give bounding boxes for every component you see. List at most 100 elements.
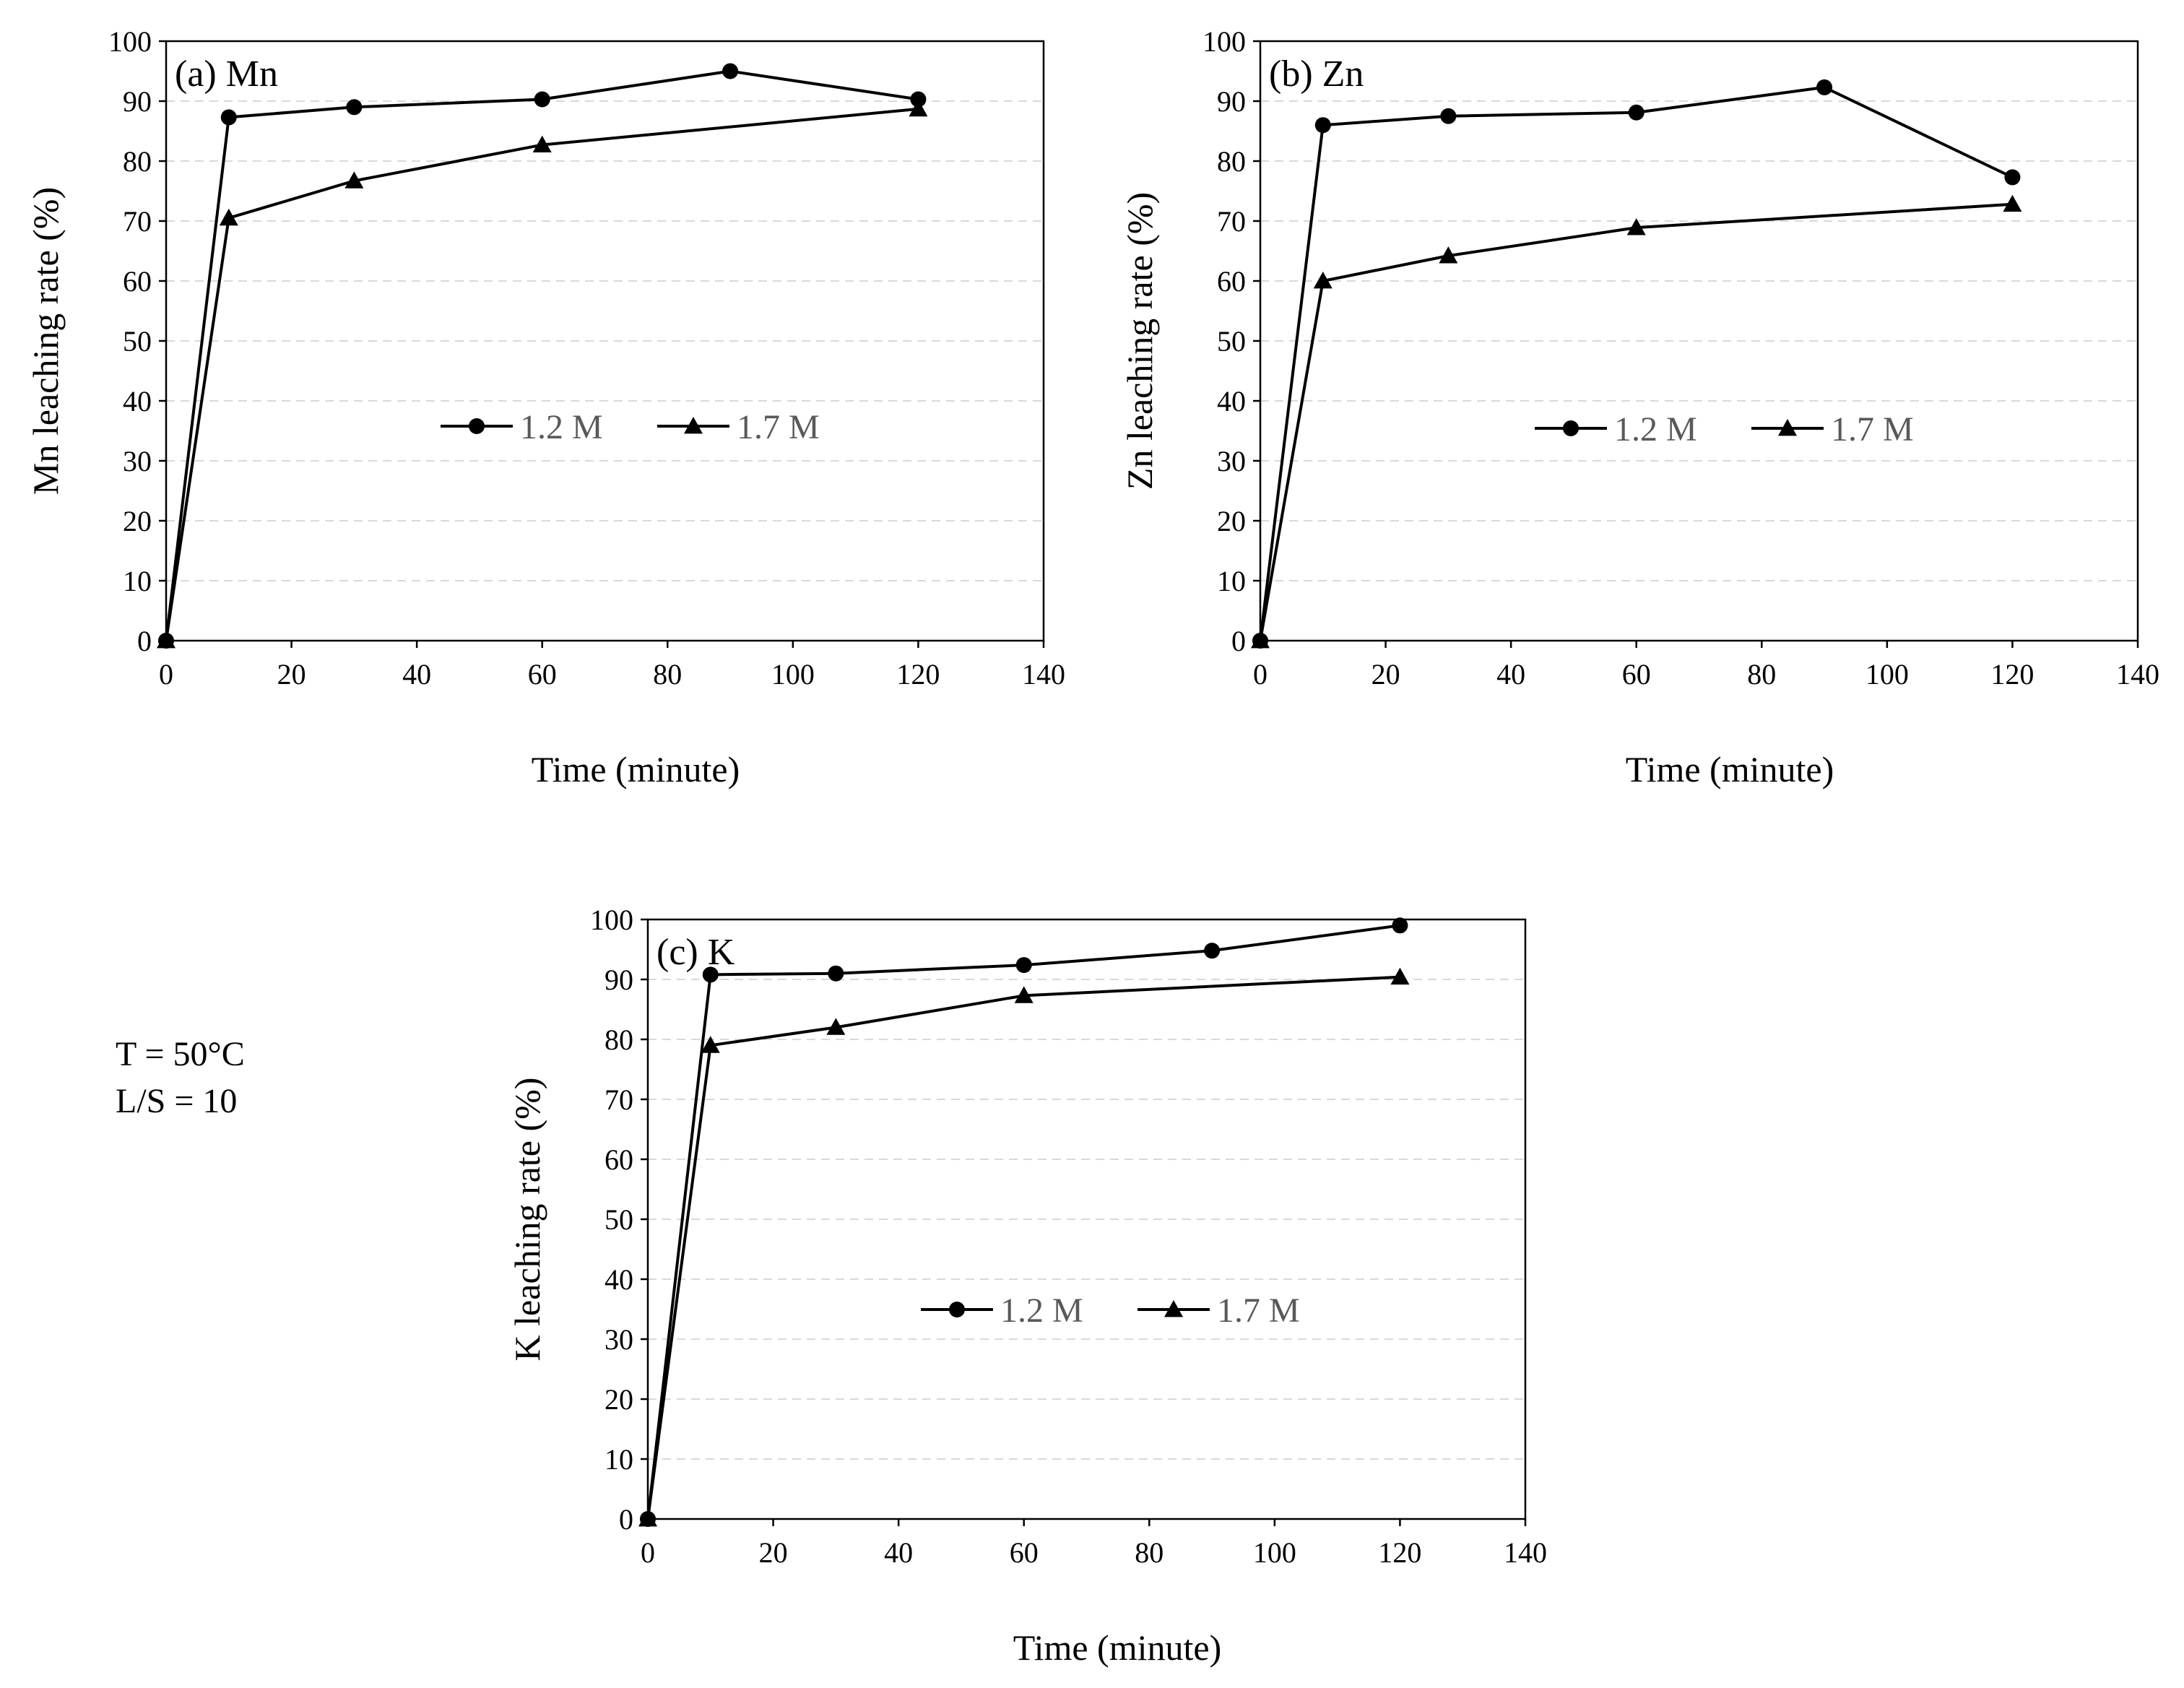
- y-tick-label: 10: [604, 1443, 633, 1476]
- x-tick-label: 140: [1022, 658, 1065, 691]
- data-point-triangle: [1251, 631, 1270, 649]
- y-tick-label: 90: [1217, 85, 1246, 118]
- data-point-triangle: [701, 1036, 720, 1053]
- y-tick-label: 0: [1231, 625, 1246, 657]
- x-tick-label: 80: [653, 658, 682, 691]
- y-tick-label: 70: [604, 1083, 633, 1116]
- y-tick-label: 60: [604, 1143, 633, 1176]
- y-tick-label: 70: [123, 205, 152, 238]
- y-tick-label: 10: [123, 565, 152, 597]
- y-tick-label: 50: [123, 325, 152, 358]
- y-tick-label: 80: [123, 145, 152, 178]
- legend-marker-triangle: [684, 417, 703, 434]
- x-tick-label: 0: [1253, 658, 1268, 691]
- legend-label: 1.2 M: [1000, 1291, 1083, 1330]
- data-point-triangle: [2003, 194, 2022, 212]
- chart-panel-mn: 0 10 20 30 40 50 60 70 80 90 100 0 20 40 60 80 100 120 140…: [25, 25, 1065, 789]
- data-point-triangle: [638, 1510, 657, 1527]
- data-point-circle: [702, 966, 719, 983]
- legend-label: 1.7 M: [1831, 410, 1914, 449]
- x-tick-label: 140: [2116, 658, 2159, 691]
- data-point-circle: [1440, 108, 1457, 124]
- data-point-circle: [1628, 104, 1644, 121]
- y-tick-label: 60: [1217, 265, 1246, 298]
- data-point-circle: [534, 91, 550, 108]
- x-tick-label: 80: [1747, 658, 1776, 691]
- x-tick-label: 100: [1866, 658, 1909, 691]
- data-point-circle: [1816, 79, 1833, 95]
- y-tick-label: 40: [123, 385, 152, 417]
- y-tick-label: 20: [604, 1383, 633, 1416]
- y-axis-title: Zn leaching rate (%): [1119, 192, 1160, 490]
- chart-panel-k: 0 10 20 30 40 50 60 70 80 90 100 0 20 40 60 80 100 120 140…: [507, 904, 1547, 1668]
- x-tick-label: 60: [1622, 658, 1651, 691]
- series-line-circle: [165, 69, 919, 641]
- x-tick-label: 40: [884, 1536, 913, 1569]
- y-tick-label: 90: [123, 85, 152, 118]
- y-tick-label: 30: [1217, 445, 1246, 477]
- y-tick-label: 20: [1217, 505, 1246, 537]
- x-axis-title: Time (minute): [1013, 1627, 1221, 1668]
- data-point-circle: [346, 99, 363, 116]
- x-tick-label: 120: [896, 658, 940, 691]
- data-point-triangle: [1313, 272, 1332, 289]
- data-point-circle: [828, 965, 844, 982]
- data-point-triangle: [909, 99, 928, 117]
- series-line-triangle: [646, 975, 1400, 1520]
- data-point-circle: [1314, 117, 1331, 134]
- y-tick-label: 0: [619, 1503, 633, 1536]
- x-tick-label: 0: [641, 1536, 655, 1569]
- data-point-triangle: [532, 135, 552, 152]
- x-tick-label: 120: [1990, 658, 2034, 691]
- y-tick-label: 50: [604, 1203, 633, 1236]
- data-point-circle: [1392, 917, 1408, 934]
- x-tick-label: 140: [1504, 1536, 1547, 1569]
- x-tick-label: 120: [1378, 1536, 1421, 1569]
- data-point-circle: [2004, 169, 2021, 186]
- legend-label: 1.2 M: [1614, 410, 1697, 449]
- data-point-triangle: [1626, 218, 1646, 235]
- y-tick-label: 30: [604, 1323, 633, 1356]
- panel-label: (c) K: [656, 932, 735, 973]
- y-tick-label: 60: [123, 265, 152, 298]
- y-tick-label: 0: [137, 625, 152, 657]
- y-tick-label: 100: [590, 904, 633, 936]
- data-point-triangle: [1390, 967, 1410, 985]
- x-tick-label: 60: [528, 658, 557, 691]
- y-tick-label: 80: [604, 1023, 633, 1056]
- data-point-circle: [722, 63, 739, 79]
- condition-temperature: T = 50°C: [116, 1035, 245, 1073]
- legend-marker-circle: [949, 1302, 965, 1317]
- y-tick-label: 100: [108, 25, 152, 58]
- data-point-circle: [910, 91, 927, 108]
- y-tick-label: 70: [1217, 205, 1246, 238]
- x-tick-label: 40: [402, 658, 431, 691]
- series-line-triangle: [165, 107, 919, 641]
- panel-label: (a) Mn: [175, 53, 278, 95]
- condition-liquid-solid-ratio: L/S = 10: [116, 1082, 237, 1120]
- legend-marker-triangle: [1164, 1300, 1183, 1317]
- y-tick-label: 50: [1217, 325, 1246, 358]
- data-point-triangle: [157, 631, 176, 649]
- data-point-triangle: [1439, 246, 1458, 264]
- data-point-triangle: [1014, 986, 1034, 1003]
- series-line-circle: [646, 924, 1400, 1520]
- x-axis-title: Time (minute): [532, 749, 740, 789]
- y-tick-label: 40: [604, 1263, 633, 1296]
- x-tick-label: 100: [771, 658, 815, 691]
- legend-label: 1.2 M: [520, 408, 603, 446]
- y-tick-label: 40: [1217, 385, 1246, 417]
- y-tick-label: 10: [1217, 565, 1246, 597]
- plot-frame: [1259, 40, 2139, 642]
- x-tick-label: 100: [1253, 1536, 1296, 1569]
- y-axis-title: K leaching rate (%): [507, 1078, 547, 1362]
- data-point-circle: [1015, 957, 1032, 974]
- x-axis-title: Time (minute): [1626, 749, 1834, 789]
- y-tick-label: 80: [1217, 145, 1246, 178]
- y-tick-label: 20: [123, 505, 152, 537]
- y-tick-label: 30: [123, 445, 152, 477]
- legend-label: 1.7 M: [737, 408, 820, 446]
- x-tick-label: 20: [277, 658, 306, 691]
- x-tick-label: 20: [759, 1536, 788, 1569]
